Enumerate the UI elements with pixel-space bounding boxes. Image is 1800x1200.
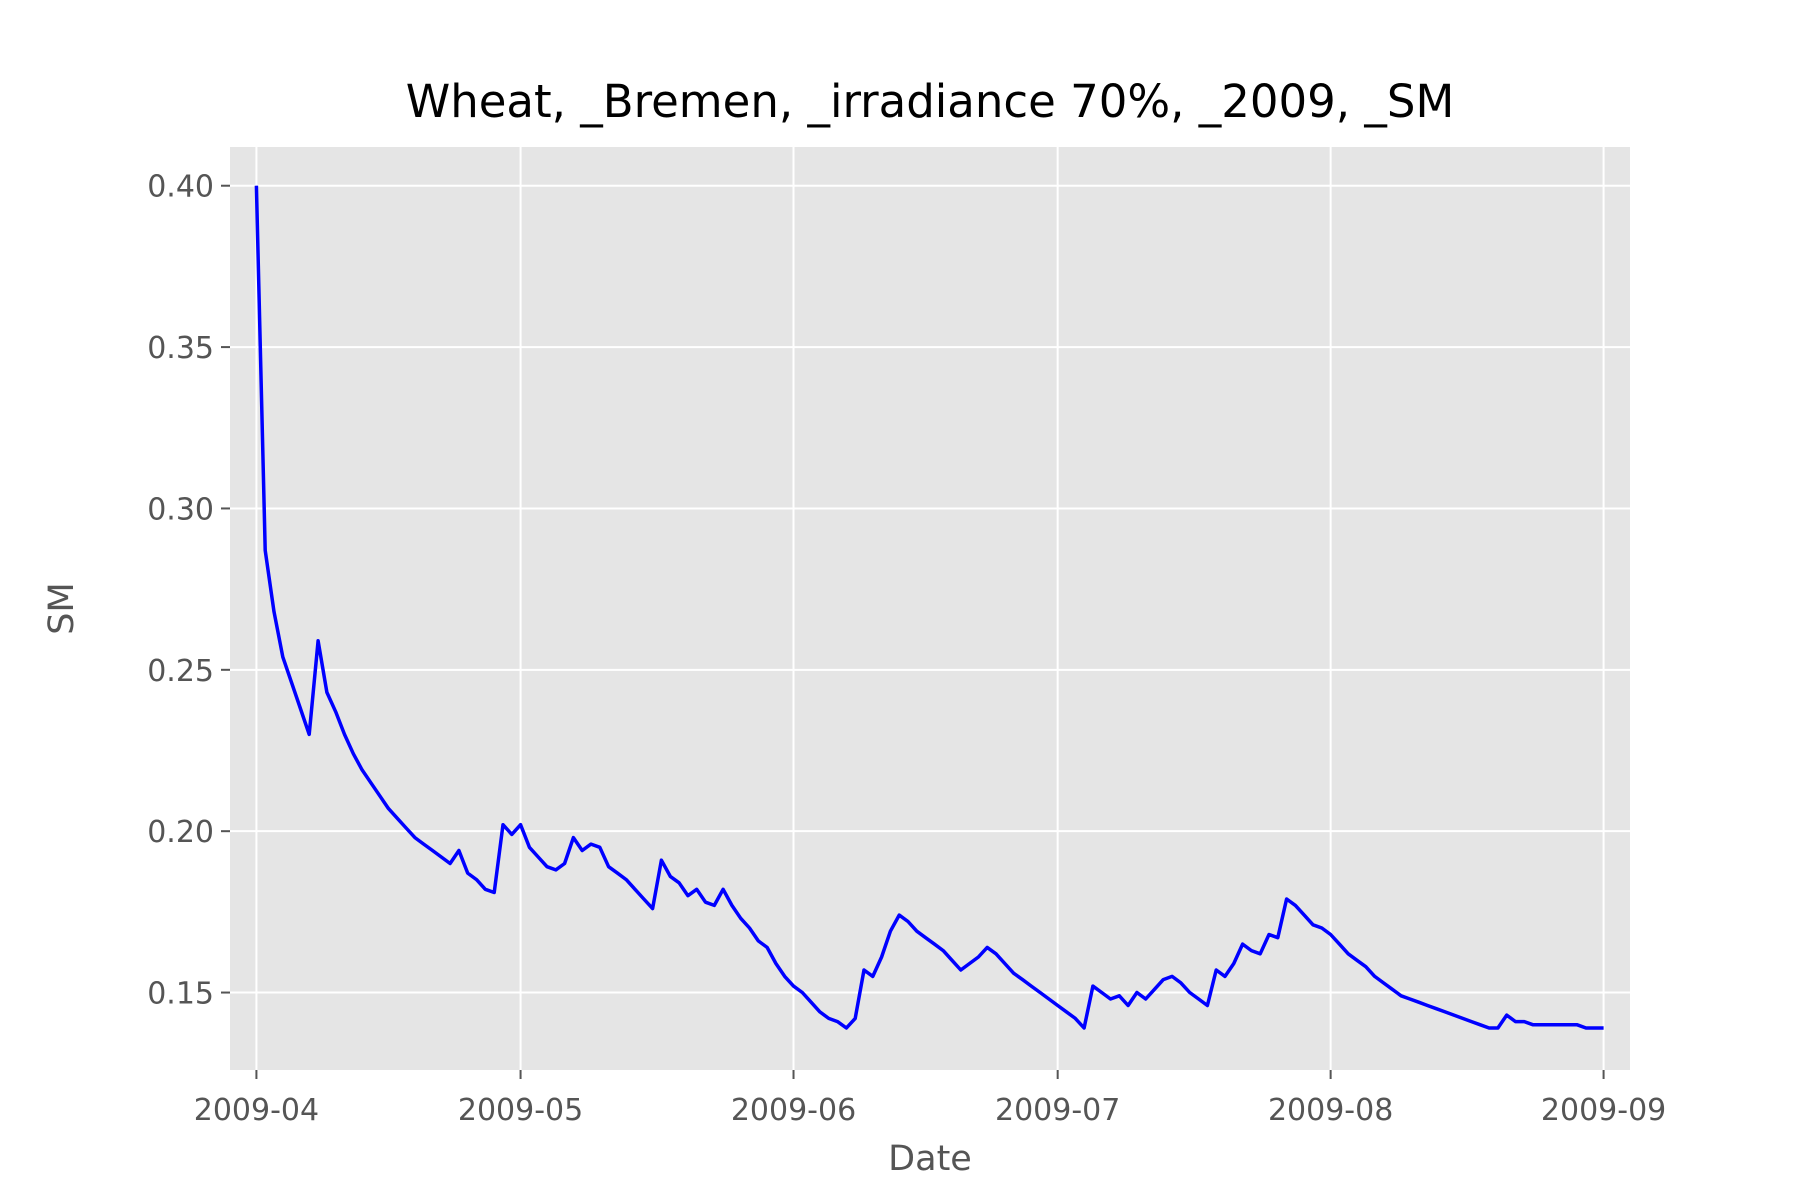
plot-area <box>230 147 1630 1070</box>
chart-title: Wheat, _Bremen, _irradiance 70%, _2009, … <box>406 75 1455 128</box>
series-line <box>254 185 1604 1030</box>
x-axis-label: Date <box>888 1139 972 1179</box>
x-tick-label: 2009-08 <box>1268 1093 1393 1128</box>
x-tick-label: 2009-05 <box>458 1093 583 1128</box>
x-tick-label: 2009-06 <box>731 1093 856 1128</box>
y-tick-label: 0.15 <box>147 977 214 1012</box>
x-tick-label: 2009-07 <box>995 1093 1120 1128</box>
x-tick-label: 2009-04 <box>194 1093 319 1128</box>
y-tick-label: 0.40 <box>147 170 214 205</box>
grid-lines <box>230 147 1630 1070</box>
y-axis-label: SM <box>42 582 82 634</box>
y-tick-label: 0.20 <box>147 815 214 850</box>
y-tick-label: 0.25 <box>147 654 214 689</box>
y-axis-ticks: 0.15 0.20 0.25 0.30 0.35 0.40 <box>147 170 230 1012</box>
x-tick-label: 2009-09 <box>1541 1093 1666 1128</box>
y-tick-label: 0.35 <box>147 331 214 366</box>
x-axis-ticks: 2009-04 2009-05 2009-06 2009-07 2009-08 2009-… <box>194 1070 1666 1128</box>
y-tick-label: 0.30 <box>147 492 214 527</box>
